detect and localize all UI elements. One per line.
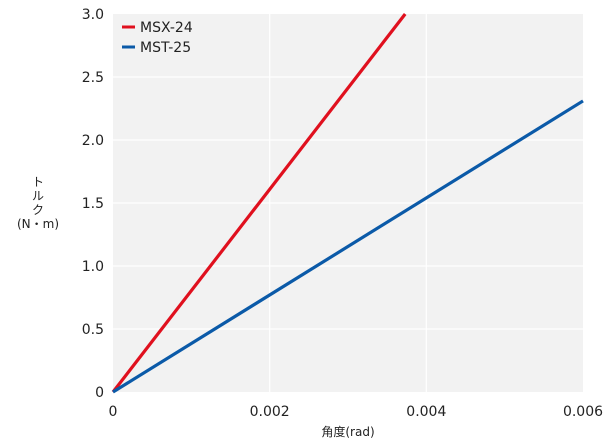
y-tick-label: 0 xyxy=(95,385,104,401)
y-tick-label: 2.5 xyxy=(82,70,104,86)
y-axis-title-line: ト xyxy=(32,175,44,189)
x-tick-label: 0.006 xyxy=(563,404,603,420)
legend-label: MSX-24 xyxy=(140,20,193,36)
y-tick-label: 0.5 xyxy=(82,322,104,338)
y-tick-label: 1.5 xyxy=(82,196,104,212)
series-lines xyxy=(111,13,584,394)
y-axis-title-line: (N・m) xyxy=(17,217,59,231)
legend: MSX-24 MST-25 xyxy=(122,20,193,56)
y-axis-title-line: ル xyxy=(32,189,44,203)
series-line xyxy=(111,13,407,393)
x-tick-label: 0 xyxy=(109,404,118,420)
y-axis-title-line: ク xyxy=(32,203,44,217)
y-tick-labels: 0 0.5 1.0 1.5 2.0 2.5 3.0 xyxy=(82,7,104,401)
y-tick-label: 3.0 xyxy=(82,7,104,23)
y-axis-title: トルク(N・m) xyxy=(17,175,59,231)
x-tick-label: 0.002 xyxy=(250,404,290,420)
legend-label: MST-25 xyxy=(140,40,191,56)
y-tick-label: 1.0 xyxy=(82,259,104,275)
x-tick-labels: 0 0.002 0.004 0.006 xyxy=(109,404,604,420)
grid-lines xyxy=(113,14,583,392)
x-axis-title: 角度(rad) xyxy=(321,424,374,439)
x-tick-label: 0.004 xyxy=(406,404,446,420)
y-tick-label: 2.0 xyxy=(82,133,104,149)
series-line xyxy=(112,99,584,394)
